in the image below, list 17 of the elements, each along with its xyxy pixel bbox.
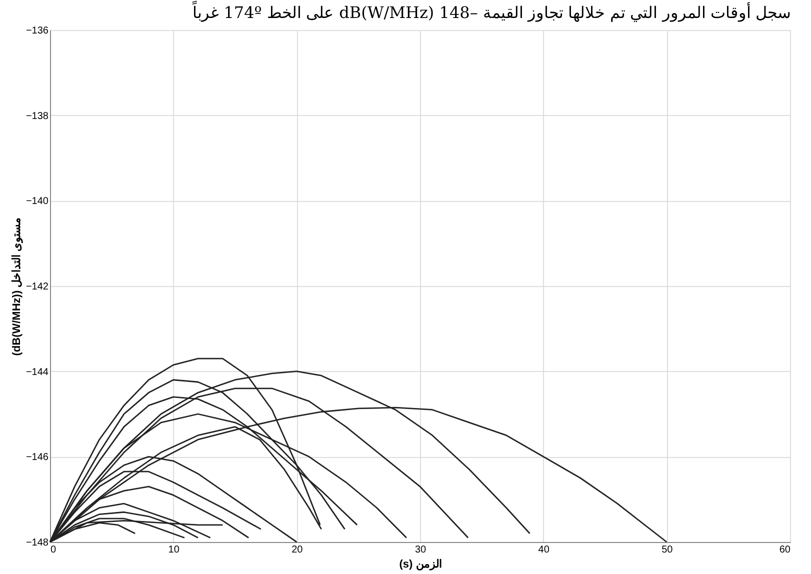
y-tick-label: −142 — [26, 282, 49, 292]
y-axis-title: مستوى التداخل (dB(W/MHz)) — [10, 217, 23, 356]
y-tick-label: −144 — [26, 366, 49, 378]
chart-title: سجل أوقات المرور التي تم خلالها تجاوز القيمة –148 dB(W/MHz) على الخط 174º غرباً — [192, 0, 790, 22]
x-tick-label: 50 — [662, 544, 674, 556]
x-tick-label: 30 — [414, 544, 426, 556]
x-tick-label: 10 — [168, 544, 180, 556]
x-axis-title: الزمن (s) — [399, 558, 442, 570]
y-tick-label: −138 — [26, 110, 49, 122]
x-tick-label: 20 — [292, 544, 304, 556]
x-tick-label: 60 — [779, 544, 791, 556]
x-tick-label: 40 — [538, 544, 550, 556]
y-tick-label: −140 — [26, 196, 49, 208]
y-tick-label: −146 — [26, 452, 49, 464]
y-tick-label: −136 — [26, 26, 49, 36]
x-tick-label: 0 — [50, 544, 56, 556]
y-tick-label: −148 — [26, 538, 49, 548]
